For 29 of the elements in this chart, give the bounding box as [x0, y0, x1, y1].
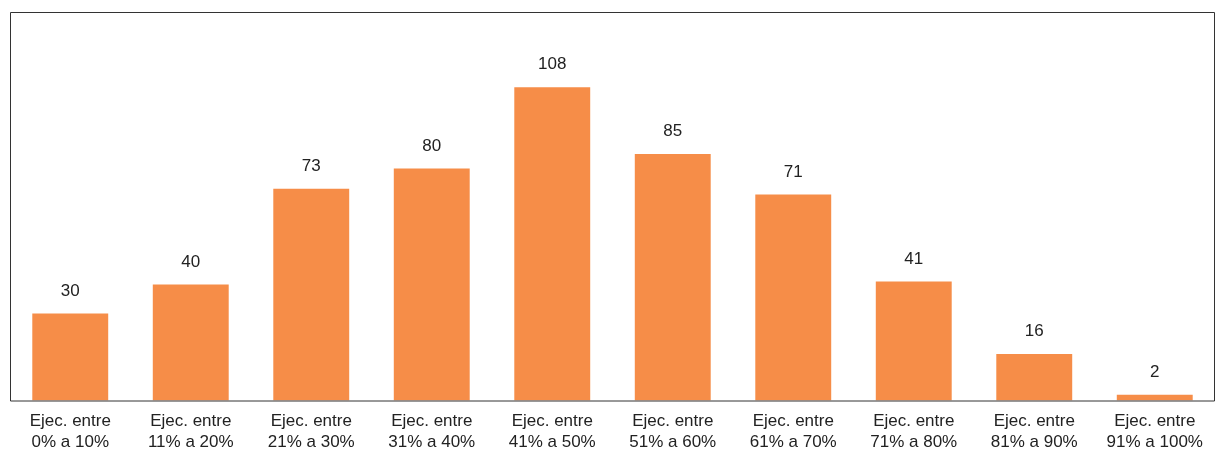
bar [393, 168, 470, 401]
data-label: 16 [1024, 321, 1044, 341]
data-label: 108 [538, 54, 567, 74]
bar [755, 194, 832, 401]
x-tick-label: Ejec. entre 61% a 70% [749, 410, 837, 452]
bar [996, 354, 1073, 401]
bar [273, 188, 350, 401]
bar [152, 284, 229, 401]
bar [514, 87, 591, 401]
data-label: 2 [1150, 361, 1160, 381]
data-label: 71 [783, 161, 803, 181]
x-tick-label: Ejec. entre 51% a 60% [629, 410, 717, 452]
x-tick-label: Ejec. entre 81% a 90% [990, 410, 1078, 452]
x-tick-label: Ejec. entre 11% a 20% [147, 410, 234, 452]
x-tick-label: Ejec. entre 0% a 10% [29, 410, 111, 452]
x-tick-label: Ejec. entre 31% a 40% [388, 410, 476, 452]
bar [634, 153, 711, 401]
bar [32, 313, 109, 401]
data-label: 73 [301, 155, 321, 175]
x-tick-label: Ejec. entre 41% a 50% [508, 410, 596, 452]
x-tick-label: Ejec. entre 21% a 30% [267, 410, 355, 452]
data-label: 41 [904, 248, 924, 268]
data-label: 30 [60, 280, 80, 300]
data-label: 85 [663, 121, 683, 141]
x-tick-label: Ejec. entre 91% a 100% [1106, 410, 1203, 452]
bar [875, 281, 952, 401]
x-tick-label: Ejec. entre 71% a 80% [870, 410, 958, 452]
data-label: 40 [181, 251, 201, 271]
data-label: 80 [422, 135, 442, 155]
